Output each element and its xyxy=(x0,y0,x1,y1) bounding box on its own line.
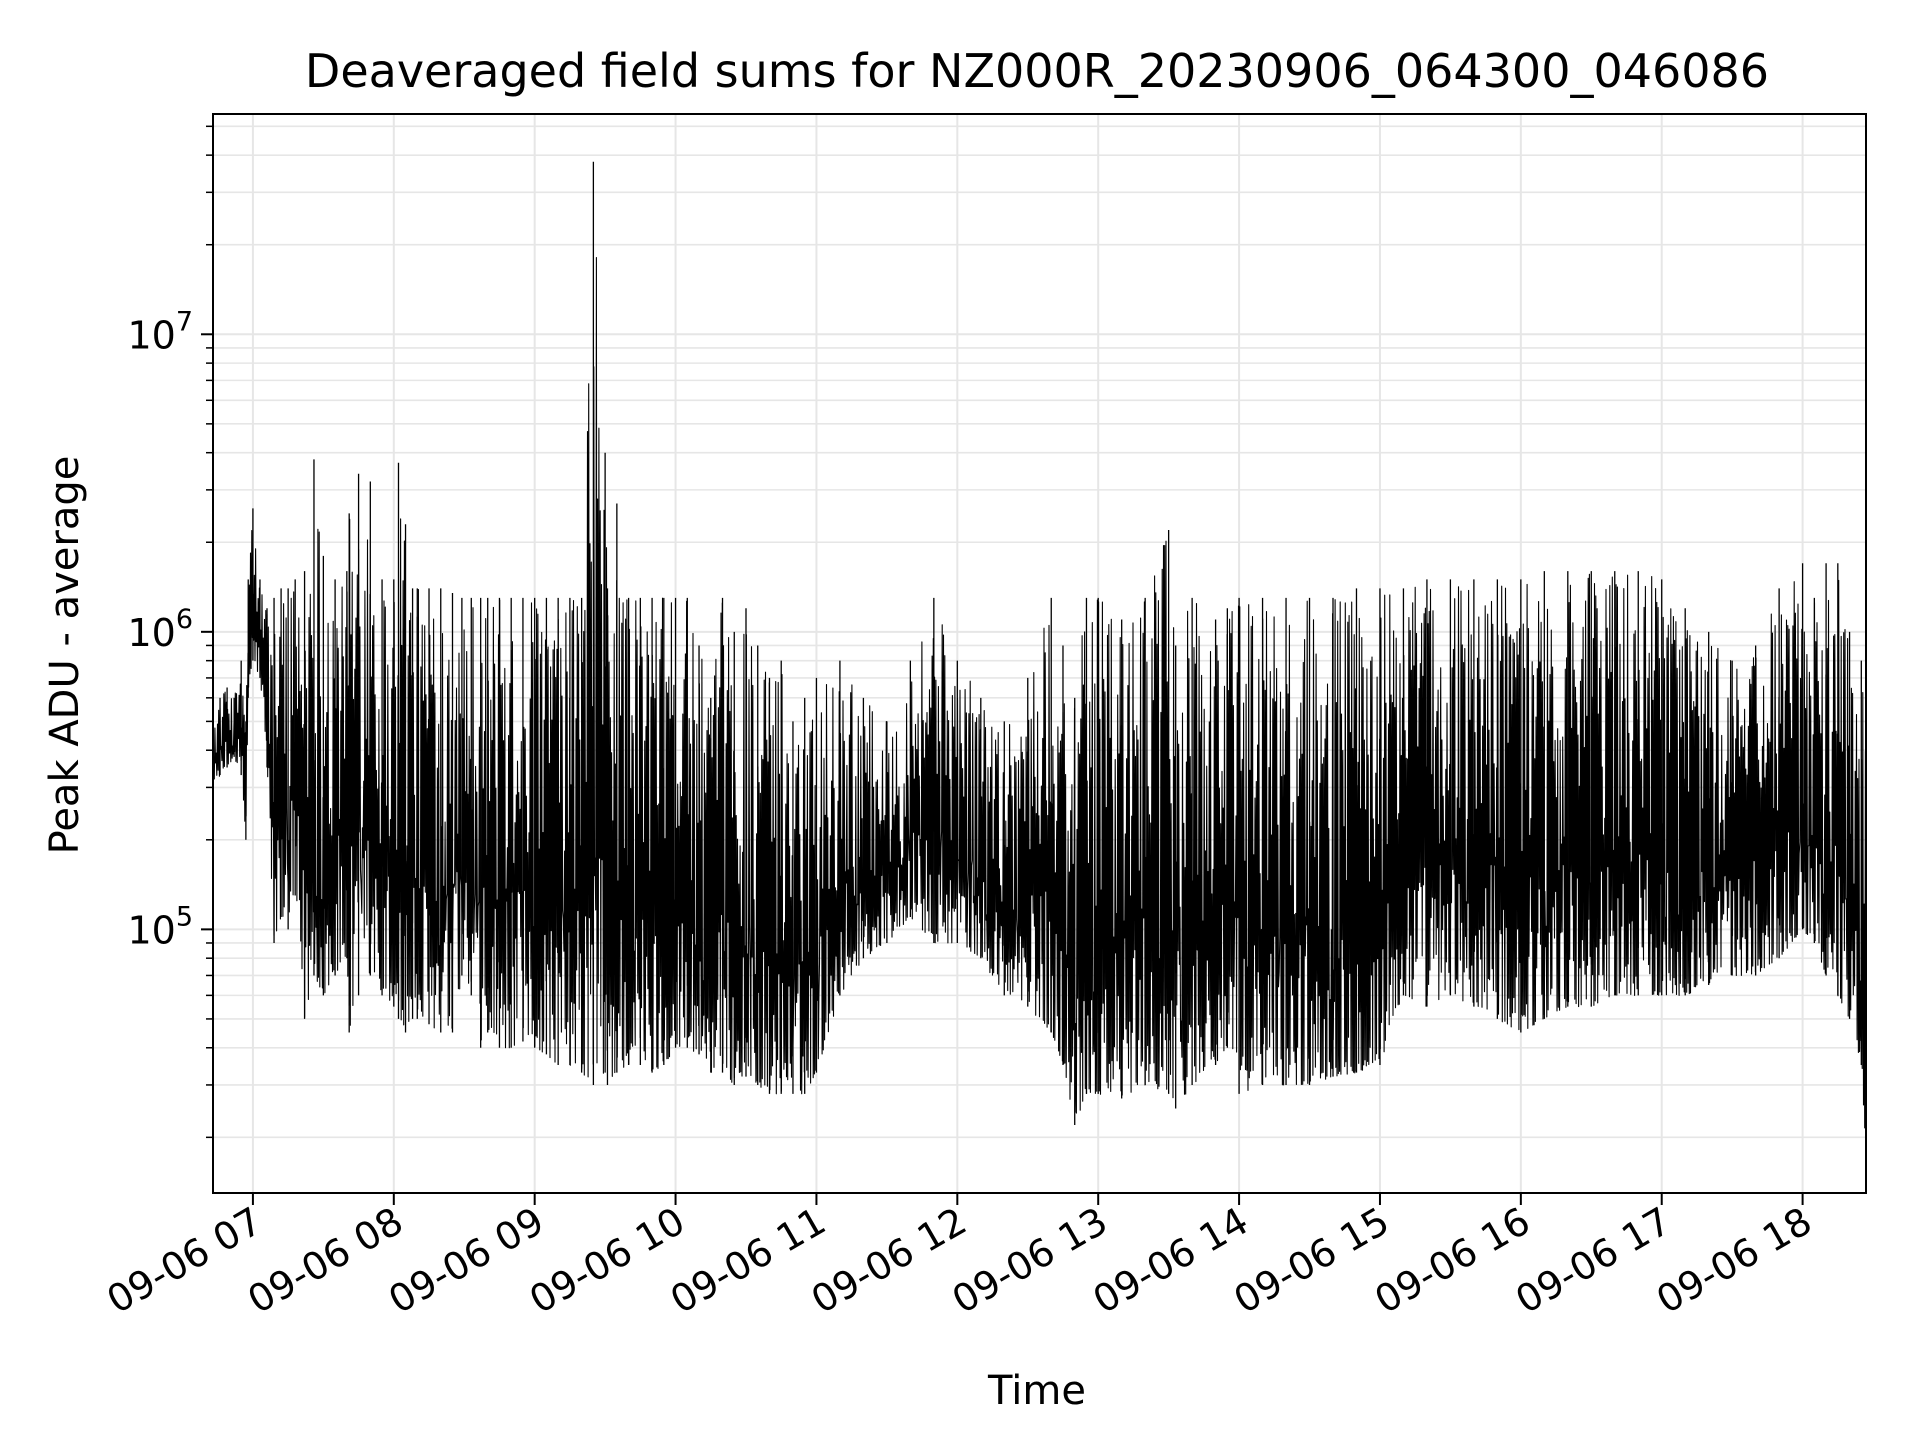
y-tick-label: 105 xyxy=(127,901,193,952)
y-tick-label: 107 xyxy=(127,306,193,357)
y-tick-exponent: 7 xyxy=(176,306,193,337)
y-tick-exponent: 5 xyxy=(176,901,193,932)
series-layer xyxy=(212,161,1867,1159)
y-tick-label: 106 xyxy=(127,604,193,655)
y-tick-exponent: 6 xyxy=(176,604,193,635)
y-tick-base: 10 xyxy=(127,313,175,357)
series-line xyxy=(212,257,1867,1129)
chart-title: Deaveraged field sums for NZ000R_2023090… xyxy=(305,44,1769,98)
y-axis-label: Peak ADU - average xyxy=(42,456,88,855)
y-tick-base: 10 xyxy=(127,908,175,952)
y-tick-base: 10 xyxy=(127,611,175,655)
plot-frame xyxy=(212,113,1867,1194)
x-axis-label: Time xyxy=(987,1368,1086,1414)
